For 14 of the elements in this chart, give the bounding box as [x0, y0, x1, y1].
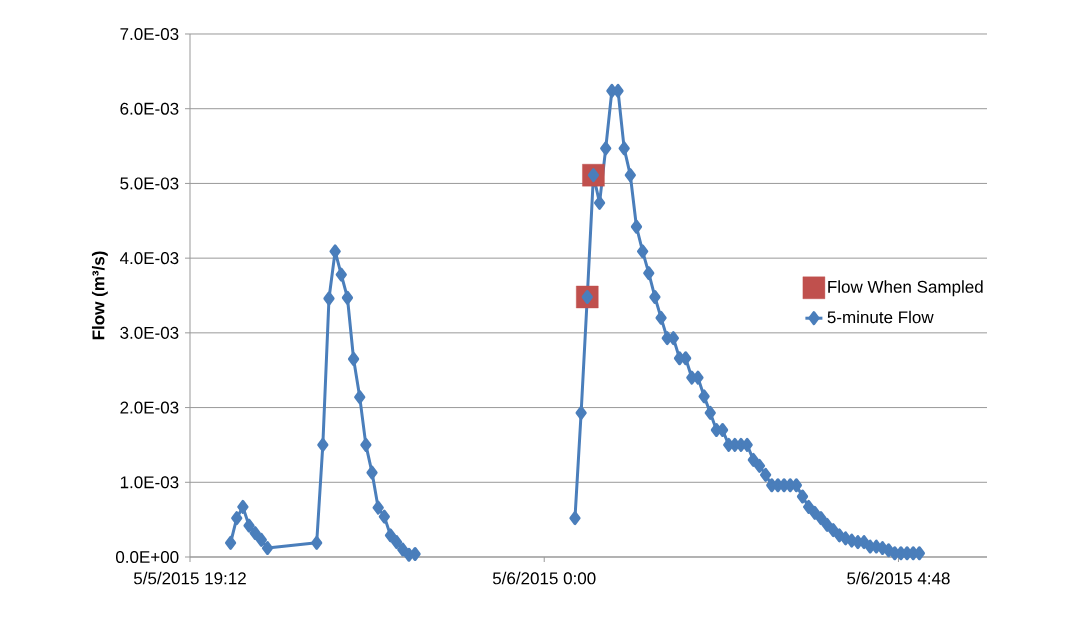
legend-label: Flow When Sampled	[828, 280, 983, 297]
y-tick-label: 6.0E-03	[120, 102, 179, 115]
y-tick-label: 7.0E-03	[120, 27, 179, 41]
y-tick-label: 2.0E-03	[120, 401, 179, 414]
x-tick-label: 5/6/2015 4:48	[847, 571, 950, 585]
legend-label: 5-minute Flow	[827, 310, 934, 324]
y-tick-label: 3.0E-03	[120, 326, 179, 339]
x-tick-label: 5/6/2015 0:00	[492, 571, 596, 585]
y-tick-label: 1.0E-03	[120, 476, 179, 489]
y-axis-title: Flow (m³/s)	[91, 251, 108, 340]
x-tick-label: 5/5/2015 19:12	[133, 571, 246, 585]
y-tick-label: 5.0E-03	[120, 177, 179, 190]
y-tick-label: 4.0E-03	[119, 252, 179, 265]
y-tick-label: 0.0E+00	[116, 550, 179, 564]
